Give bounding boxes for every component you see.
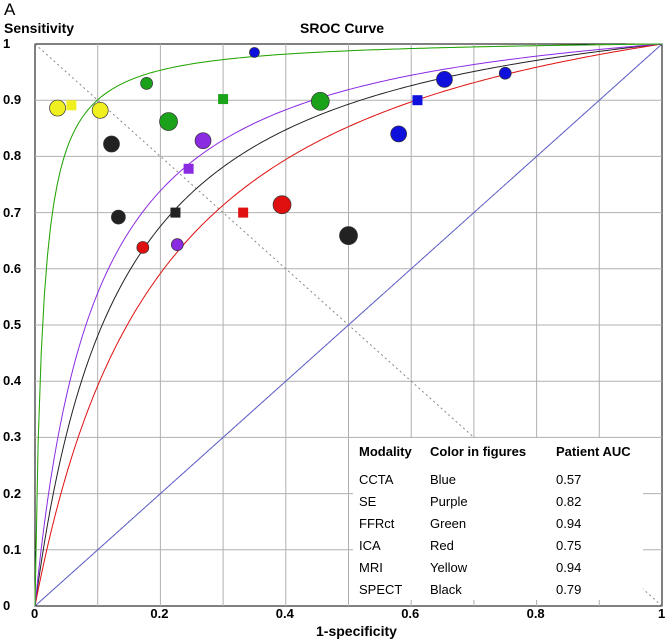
x-tick-label: 0.4 bbox=[275, 606, 294, 621]
y-tick-label: 0.7 bbox=[3, 204, 22, 220]
y-tick-label: 0.3 bbox=[3, 429, 22, 445]
y-tick-label: 0 bbox=[3, 598, 11, 613]
x-tick-label: 0 bbox=[31, 606, 39, 621]
legend-cell: CCTA bbox=[359, 472, 394, 487]
legend-cell: Black bbox=[430, 582, 462, 597]
y-tick-label: 0.4 bbox=[3, 373, 22, 389]
legend-cell: Blue bbox=[430, 472, 457, 487]
legend-cell: Purple bbox=[430, 494, 468, 509]
legend-cell: FFRct bbox=[359, 516, 395, 531]
legend-cell: MRI bbox=[359, 560, 383, 575]
point-ccta-circle bbox=[498, 66, 512, 80]
point-ccta-circle bbox=[436, 71, 453, 88]
legend-header: Patient AUC bbox=[556, 444, 631, 459]
point-ica-circle bbox=[136, 241, 150, 254]
point-ica-square bbox=[238, 207, 249, 218]
sroc-curve-ica bbox=[34, 43, 663, 607]
point-ffrct-circle bbox=[310, 91, 330, 111]
point-mri-circle bbox=[91, 101, 109, 119]
legend-cell: 0.57 bbox=[556, 472, 582, 487]
point-ccta-square bbox=[412, 95, 423, 106]
legend-cell: 0.75 bbox=[556, 538, 582, 553]
legend-cell: 0.82 bbox=[556, 494, 582, 509]
point-spect-circle bbox=[111, 209, 126, 225]
legend-cell: Green bbox=[430, 516, 467, 531]
x-tick-label: 1 bbox=[658, 606, 666, 621]
panel-label: A bbox=[4, 0, 16, 19]
y-tick-label: 0.2 bbox=[3, 485, 22, 501]
point-ica-circle bbox=[272, 195, 292, 215]
point-spect-circle bbox=[103, 135, 120, 153]
point-se-square bbox=[183, 163, 194, 174]
y-tick-label: 0.8 bbox=[3, 148, 22, 164]
chart-title: SROC Curve bbox=[300, 20, 385, 36]
x-tick-label: 0.2 bbox=[150, 606, 169, 621]
legend-header: Modality bbox=[359, 444, 412, 459]
x-tick-label: 0.6 bbox=[401, 606, 420, 621]
legend-cell: SE bbox=[359, 494, 377, 509]
y-tick-label: 0.5 bbox=[3, 317, 22, 332]
point-spect-circle bbox=[339, 226, 358, 245]
point-mri-square bbox=[66, 100, 77, 111]
legend-cell: 0.94 bbox=[556, 560, 582, 575]
point-ffrct-square bbox=[218, 94, 229, 105]
point-spect-square bbox=[170, 207, 181, 218]
y-tick-label: 0.9 bbox=[3, 92, 22, 108]
legend-cell: 0.94 bbox=[556, 516, 582, 531]
legend-cell: 0.79 bbox=[556, 582, 582, 597]
sroc-curve-ffrct bbox=[34, 43, 663, 607]
point-ccta-circle bbox=[249, 47, 260, 58]
legend-background bbox=[353, 438, 643, 600]
legend-cell: Red bbox=[430, 538, 454, 553]
point-se-circle bbox=[194, 132, 212, 150]
point-ffrct-circle bbox=[159, 112, 178, 131]
legend-header: Color in figures bbox=[430, 444, 527, 459]
sroc-curve-spect bbox=[34, 43, 663, 607]
y-tick-label: 0.1 bbox=[3, 541, 22, 557]
x-tick-label: 0.8 bbox=[526, 606, 545, 621]
legend-cell: Yellow bbox=[430, 560, 468, 575]
x-axis-title: 1-specificity bbox=[316, 623, 397, 639]
point-mri-circle bbox=[49, 99, 66, 117]
legend-cell: SPECT bbox=[359, 582, 403, 597]
y-axis-title: Sensitivity bbox=[4, 20, 75, 36]
point-ccta-circle bbox=[390, 125, 408, 143]
point-se-circle bbox=[170, 238, 184, 251]
legend-cell: ICA bbox=[359, 538, 381, 553]
point-ffrct-circle bbox=[140, 76, 153, 90]
y-tick-label: 0.6 bbox=[3, 260, 22, 276]
y-tick-label: 1 bbox=[3, 36, 11, 51]
reference-line bbox=[34, 43, 663, 607]
sroc-curve-se bbox=[34, 43, 663, 607]
